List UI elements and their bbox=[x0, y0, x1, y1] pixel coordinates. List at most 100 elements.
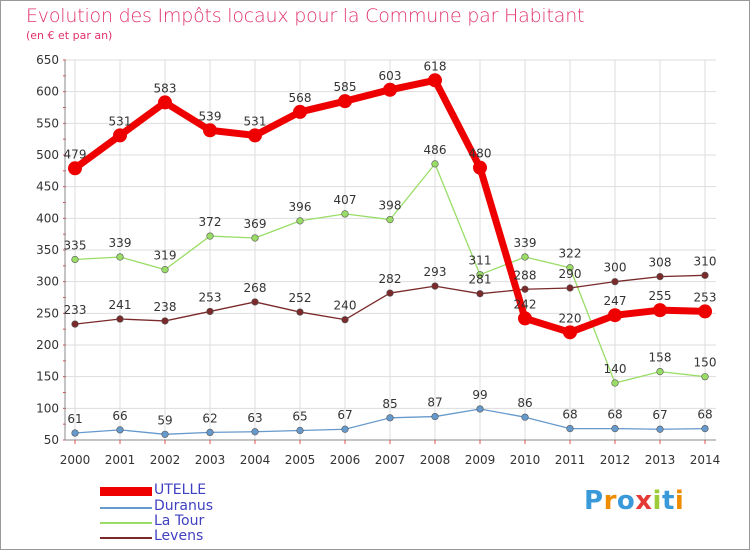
logo-letter: r bbox=[603, 486, 617, 516]
x-tick-label: 2013 bbox=[645, 453, 676, 467]
data-label: 568 bbox=[289, 91, 312, 105]
data-point bbox=[158, 95, 172, 110]
data-label: 68 bbox=[607, 408, 622, 422]
data-point bbox=[431, 160, 439, 168]
y-tick-label: 150 bbox=[36, 370, 59, 384]
data-label: 67 bbox=[337, 408, 352, 422]
data-point bbox=[251, 298, 259, 306]
logo-letter: i bbox=[652, 486, 662, 516]
data-point bbox=[386, 289, 394, 297]
data-label: 241 bbox=[109, 298, 132, 312]
x-tick-label: 2012 bbox=[600, 453, 631, 467]
data-point bbox=[566, 284, 574, 292]
x-tick-label: 2004 bbox=[240, 453, 271, 467]
y-tick-label: 350 bbox=[36, 243, 59, 257]
data-label: 220 bbox=[559, 311, 582, 325]
data-label: 281 bbox=[469, 273, 492, 287]
legend-swatch-la-tour bbox=[100, 522, 152, 524]
data-point bbox=[341, 425, 349, 433]
data-point bbox=[161, 430, 169, 438]
data-point bbox=[248, 128, 262, 143]
data-point bbox=[296, 426, 304, 435]
data-label: 480 bbox=[469, 147, 492, 161]
x-tick-label: 2003 bbox=[195, 453, 226, 467]
data-label: 531 bbox=[109, 114, 132, 128]
data-point bbox=[251, 234, 259, 242]
data-label: 247 bbox=[604, 294, 627, 308]
data-label: 61 bbox=[67, 412, 82, 426]
y-tick-label: 400 bbox=[36, 211, 59, 225]
data-point bbox=[203, 123, 217, 138]
x-tick-label: 2008 bbox=[420, 453, 451, 467]
data-point bbox=[383, 82, 397, 97]
data-label: 339 bbox=[109, 236, 132, 250]
data-point bbox=[476, 271, 484, 279]
data-point bbox=[431, 282, 439, 290]
data-label: 252 bbox=[289, 291, 312, 305]
data-point bbox=[113, 128, 127, 143]
chart-subtitle: (en € et par an) bbox=[26, 29, 113, 42]
data-point bbox=[161, 266, 169, 274]
data-label: 319 bbox=[154, 249, 177, 263]
data-label: 253 bbox=[199, 290, 222, 304]
x-tick-label: 2000 bbox=[60, 453, 91, 467]
data-label: 339 bbox=[514, 236, 537, 250]
data-point bbox=[521, 413, 529, 421]
data-label: 68 bbox=[562, 408, 577, 422]
data-label: 238 bbox=[154, 300, 177, 314]
legend-swatch-duranus bbox=[100, 507, 152, 509]
data-label: 66 bbox=[112, 409, 127, 423]
data-label: 308 bbox=[649, 256, 672, 270]
data-label: 67 bbox=[652, 408, 667, 422]
data-label: 300 bbox=[604, 261, 627, 275]
data-label: 86 bbox=[517, 396, 532, 410]
data-point bbox=[296, 217, 304, 225]
logo-letter: x bbox=[635, 486, 653, 516]
legend-label-levens: Levens bbox=[154, 528, 204, 544]
data-point bbox=[161, 317, 169, 325]
data-label: 618 bbox=[424, 59, 447, 73]
data-point bbox=[701, 271, 709, 279]
data-point bbox=[521, 285, 529, 293]
data-label: 372 bbox=[199, 215, 222, 229]
data-point bbox=[431, 412, 439, 421]
data-point bbox=[698, 304, 712, 319]
data-point bbox=[293, 104, 307, 119]
y-tick-label: 300 bbox=[36, 275, 59, 289]
data-point bbox=[338, 94, 352, 109]
logo-letter: P bbox=[584, 486, 604, 516]
data-label: 65 bbox=[292, 410, 307, 424]
logo-letter: t bbox=[661, 486, 675, 516]
data-label: 396 bbox=[289, 200, 312, 214]
data-point bbox=[521, 253, 529, 261]
data-label: 253 bbox=[694, 290, 717, 304]
data-label: 531 bbox=[244, 114, 267, 128]
data-point bbox=[701, 373, 709, 381]
data-point bbox=[566, 425, 574, 433]
data-point bbox=[116, 253, 124, 261]
data-label: 486 bbox=[424, 143, 447, 157]
data-label: 63 bbox=[247, 411, 262, 425]
data-point bbox=[656, 425, 664, 433]
x-tick-label: 2001 bbox=[105, 453, 136, 467]
data-label: 240 bbox=[334, 299, 357, 313]
data-point bbox=[476, 290, 484, 298]
data-point bbox=[206, 307, 214, 316]
data-point bbox=[611, 379, 619, 387]
legend-swatch-utelle bbox=[100, 487, 152, 496]
y-tick-label: 450 bbox=[36, 180, 59, 194]
data-label: 603 bbox=[379, 69, 402, 83]
legend-label-utelle: UTELLE bbox=[154, 482, 207, 498]
y-tick-label: 500 bbox=[36, 148, 59, 162]
x-tick-label: 2005 bbox=[285, 453, 316, 467]
data-label: 311 bbox=[469, 254, 492, 268]
data-label: 369 bbox=[244, 217, 267, 231]
data-point bbox=[386, 414, 394, 422]
data-point bbox=[653, 303, 667, 318]
data-label: 87 bbox=[427, 396, 442, 410]
y-tick-label: 50 bbox=[44, 433, 59, 447]
data-label: 242 bbox=[514, 297, 537, 311]
legend-swatch-levens bbox=[100, 537, 152, 539]
data-point bbox=[341, 316, 349, 324]
